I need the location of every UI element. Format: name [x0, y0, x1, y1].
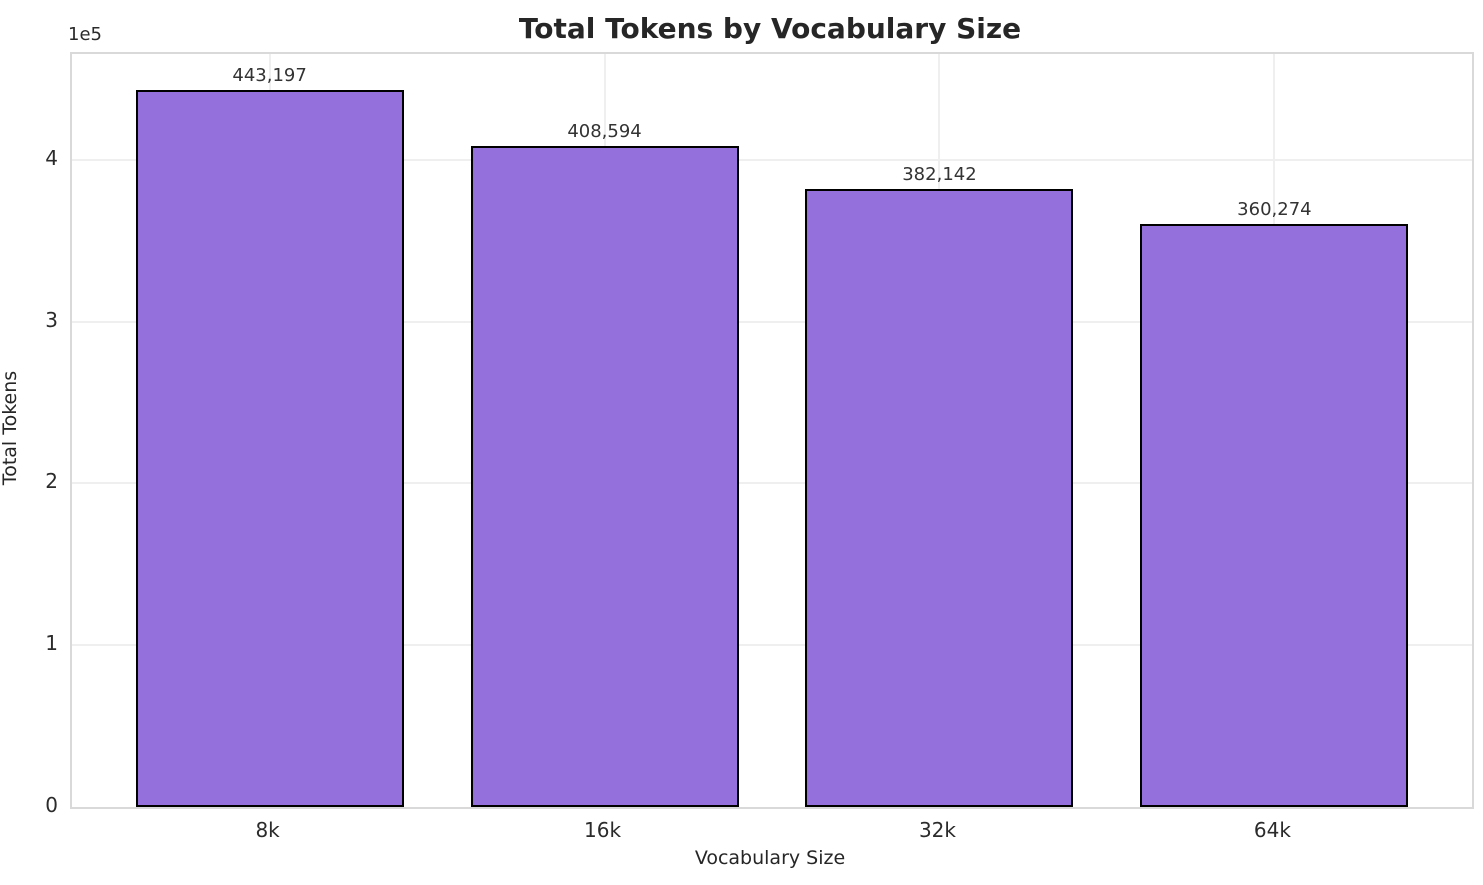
y-tick-label: 2: [45, 469, 58, 494]
bar-value-label: 408,594: [567, 120, 642, 142]
bar-32k: [805, 188, 1074, 807]
bar-value-label: 443,197: [232, 64, 307, 86]
y-tick-label: 3: [45, 307, 58, 332]
h-gridline: [72, 320, 1472, 323]
chart-title: Total Tokens by Vocabulary Size: [518, 12, 1022, 45]
bar-64k: [1140, 224, 1409, 807]
bar-value-label: 360,274: [1237, 199, 1312, 221]
plot-area: 443,197 408,594 382,142 360,274: [70, 52, 1474, 809]
bar-8k: [135, 89, 404, 807]
bar-value-label: 382,142: [902, 163, 977, 185]
y-tick-label: 4: [45, 145, 58, 170]
h-gridline: [72, 158, 1472, 161]
y-axis-label: Total Tokens: [0, 370, 21, 486]
x-axis-label: Vocabulary Size: [694, 847, 846, 869]
h-gridline: [72, 482, 1472, 485]
y-tick-label: 0: [45, 793, 58, 817]
y-tick-label: 1: [45, 631, 58, 656]
x-tick-label: 32k: [918, 818, 956, 842]
y-axis-offset-label: 1e5: [68, 24, 102, 45]
bar-16k: [470, 145, 739, 807]
x-tick-label: 16k: [584, 818, 622, 842]
x-tick-label: 8k: [255, 818, 280, 842]
x-tick-label: 64k: [1253, 818, 1291, 842]
h-gridline: [72, 644, 1472, 647]
